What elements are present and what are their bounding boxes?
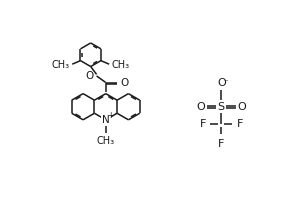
Text: O: O — [120, 77, 128, 87]
Text: CH₃: CH₃ — [97, 136, 115, 146]
Text: CH₃: CH₃ — [111, 60, 130, 70]
Text: +: + — [107, 111, 113, 121]
Text: F: F — [237, 119, 243, 129]
Text: ⁻: ⁻ — [224, 78, 228, 87]
Text: CH₃: CH₃ — [52, 60, 70, 70]
Text: S: S — [218, 102, 225, 112]
Text: N: N — [102, 115, 110, 125]
Text: O: O — [197, 102, 206, 112]
Text: O: O — [237, 102, 246, 112]
Text: F: F — [218, 139, 224, 149]
Text: F: F — [199, 119, 206, 129]
Text: O: O — [217, 78, 226, 88]
Text: O: O — [85, 71, 94, 81]
